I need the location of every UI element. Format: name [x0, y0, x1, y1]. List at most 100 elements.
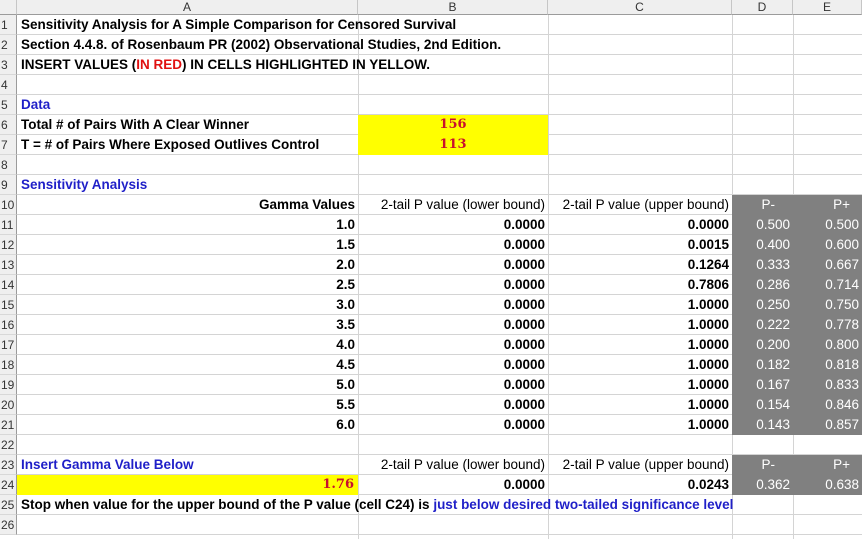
row-header[interactable]: 24 — [0, 475, 17, 495]
lower-bound-value[interactable]: 0.0000 — [503, 417, 545, 432]
row-header[interactable]: 25 — [0, 495, 17, 515]
insert-p-plus-value[interactable]: 0.638 — [793, 475, 862, 495]
p-minus-value[interactable]: 0.286 — [732, 275, 793, 295]
data-heading[interactable]: Data — [21, 97, 51, 112]
p-plus-column-header[interactable]: P+ — [793, 195, 862, 215]
gamma-value[interactable]: 5.0 — [336, 377, 355, 392]
column-header-b[interactable]: B — [358, 0, 548, 15]
p-plus-value[interactable]: 0.714 — [793, 275, 862, 295]
lower-bound-value[interactable]: 0.0000 — [503, 317, 545, 332]
row-header[interactable]: 13 — [0, 255, 17, 275]
p-plus-value[interactable]: 0.833 — [793, 375, 862, 395]
lower-bound-column-header[interactable]: 2-tail P value (lower bound) — [380, 197, 545, 212]
insert-p-minus-header[interactable]: P- — [732, 455, 793, 475]
p-minus-value[interactable]: 0.500 — [732, 215, 793, 235]
row-header[interactable]: 11 — [0, 215, 17, 235]
lower-bound-value[interactable]: 0.0000 — [503, 277, 545, 292]
row-header[interactable]: 10 — [0, 195, 17, 215]
upper-bound-value[interactable]: 0.0015 — [687, 237, 729, 252]
row-header[interactable]: 2 — [0, 35, 17, 55]
sensitivity-heading[interactable]: Sensitivity Analysis — [21, 177, 148, 192]
insert-gamma-label[interactable]: Insert Gamma Value Below — [21, 457, 194, 472]
column-header-a[interactable]: A — [17, 0, 358, 15]
gamma-column-header[interactable]: Gamma Values — [258, 197, 355, 212]
row-header[interactable]: 6 — [0, 115, 17, 135]
p-plus-value[interactable]: 0.857 — [793, 415, 862, 435]
p-plus-value[interactable]: 0.500 — [793, 215, 862, 235]
p-minus-value[interactable]: 0.182 — [732, 355, 793, 375]
row-header[interactable]: 19 — [0, 375, 17, 395]
p-plus-value[interactable]: 0.778 — [793, 315, 862, 335]
p-plus-value[interactable]: 0.818 — [793, 355, 862, 375]
row-header[interactable]: 1 — [0, 15, 17, 35]
p-plus-value[interactable]: 0.750 — [793, 295, 862, 315]
row-header[interactable]: 23 — [0, 455, 17, 475]
upper-bound-value[interactable]: 1.0000 — [687, 377, 729, 392]
upper-bound-column-header[interactable]: 2-tail P value (upper bound) — [562, 197, 729, 212]
row-header[interactable]: 3 — [0, 55, 17, 75]
lower-bound-value[interactable]: 0.0000 — [503, 337, 545, 352]
upper-bound-value[interactable]: 1.0000 — [687, 337, 729, 352]
p-minus-column-header[interactable]: P- — [732, 195, 793, 215]
footer-note[interactable]: Stop when value for the upper bound of t… — [21, 495, 733, 515]
row-header[interactable]: 18 — [0, 355, 17, 375]
insert-p-plus-header[interactable]: P+ — [793, 455, 862, 475]
lower-bound-value[interactable]: 0.0000 — [503, 377, 545, 392]
row-header[interactable]: 21 — [0, 415, 17, 435]
insert-p-minus-value[interactable]: 0.362 — [732, 475, 793, 495]
gamma-value[interactable]: 3.0 — [336, 297, 355, 312]
insert-upper-header[interactable]: 2-tail P value (upper bound) — [562, 457, 729, 472]
title-line-2[interactable]: Section 4.4.8. of Rosenbaum PR (2002) Ob… — [21, 37, 502, 52]
p-plus-value[interactable]: 0.800 — [793, 335, 862, 355]
gamma-value[interactable]: 4.0 — [336, 337, 355, 352]
gamma-value[interactable]: 2.5 — [336, 277, 355, 292]
lower-bound-value[interactable]: 0.0000 — [503, 217, 545, 232]
row-header[interactable]: 4 — [0, 75, 17, 95]
upper-bound-value[interactable]: 0.0000 — [687, 217, 729, 232]
row-header[interactable]: 7 — [0, 135, 17, 155]
row-header[interactable]: 12 — [0, 235, 17, 255]
row-header[interactable]: 16 — [0, 315, 17, 335]
select-all-corner[interactable] — [0, 0, 17, 15]
lower-bound-value[interactable]: 0.0000 — [503, 237, 545, 252]
pairs-input[interactable]: 156 — [358, 115, 548, 135]
gamma-input[interactable]: 1.76 — [17, 475, 358, 495]
row-header[interactable]: 22 — [0, 435, 17, 455]
row-header[interactable]: 9 — [0, 175, 17, 195]
title-line-1[interactable]: Sensitivity Analysis for A Simple Compar… — [21, 17, 457, 32]
upper-bound-value[interactable]: 1.0000 — [687, 397, 729, 412]
upper-bound-value[interactable]: 1.0000 — [687, 357, 729, 372]
row-header[interactable]: 17 — [0, 335, 17, 355]
lower-bound-value[interactable]: 0.0000 — [503, 357, 545, 372]
gamma-value[interactable]: 1.5 — [336, 237, 355, 252]
row-header[interactable]: 15 — [0, 295, 17, 315]
p-plus-value[interactable]: 0.667 — [793, 255, 862, 275]
column-header-d[interactable]: D — [732, 0, 793, 15]
gamma-value[interactable]: 6.0 — [336, 417, 355, 432]
p-minus-value[interactable]: 0.400 — [732, 235, 793, 255]
row-header[interactable]: 8 — [0, 155, 17, 175]
upper-bound-value[interactable]: 0.7806 — [687, 277, 729, 292]
p-minus-value[interactable]: 0.154 — [732, 395, 793, 415]
gamma-value[interactable]: 5.5 — [336, 397, 355, 412]
pairs-label[interactable]: Total # of Pairs With A Clear Winner — [21, 117, 250, 132]
p-minus-value[interactable]: 0.200 — [732, 335, 793, 355]
t-label[interactable]: T = # of Pairs Where Exposed Outlives Co… — [21, 137, 320, 152]
insert-lower-header[interactable]: 2-tail P value (lower bound) — [380, 457, 545, 472]
gamma-value[interactable]: 3.5 — [336, 317, 355, 332]
p-minus-value[interactable]: 0.167 — [732, 375, 793, 395]
t-input[interactable]: 113 — [358, 135, 548, 155]
row-header[interactable]: 20 — [0, 395, 17, 415]
gamma-value[interactable]: 1.0 — [336, 217, 355, 232]
gamma-value[interactable]: 2.0 — [336, 257, 355, 272]
row-header[interactable]: 26 — [0, 515, 17, 535]
p-plus-value[interactable]: 0.846 — [793, 395, 862, 415]
gamma-value[interactable]: 4.5 — [336, 357, 355, 372]
p-plus-value[interactable]: 0.600 — [793, 235, 862, 255]
upper-bound-value[interactable]: 1.0000 — [687, 417, 729, 432]
lower-bound-value[interactable]: 0.0000 — [503, 257, 545, 272]
row-header[interactable]: 14 — [0, 275, 17, 295]
upper-bound-value[interactable]: 1.0000 — [687, 297, 729, 312]
upper-bound-value[interactable]: 1.0000 — [687, 317, 729, 332]
row-header[interactable]: 5 — [0, 95, 17, 115]
